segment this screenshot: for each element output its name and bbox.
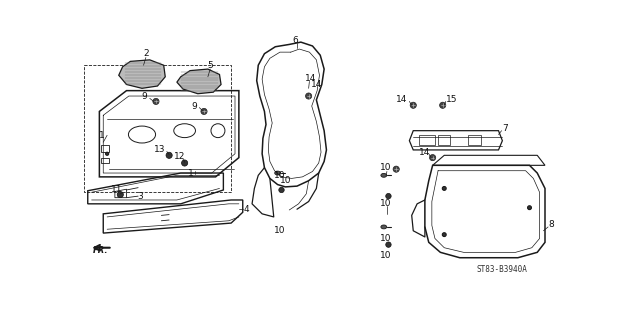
- Text: 4: 4: [244, 205, 250, 214]
- Text: 14: 14: [310, 80, 322, 89]
- Text: 10: 10: [380, 251, 392, 260]
- Ellipse shape: [442, 187, 446, 190]
- Text: FR.: FR.: [92, 246, 108, 255]
- Ellipse shape: [153, 98, 159, 105]
- Text: 10: 10: [380, 163, 392, 172]
- Polygon shape: [177, 69, 221, 94]
- Polygon shape: [119, 60, 165, 88]
- Ellipse shape: [201, 108, 207, 115]
- Ellipse shape: [393, 166, 399, 172]
- Text: 13: 13: [154, 145, 166, 154]
- Text: 8: 8: [548, 220, 554, 229]
- Text: 9: 9: [191, 101, 197, 111]
- Text: 14: 14: [419, 148, 431, 157]
- Ellipse shape: [442, 233, 446, 237]
- Ellipse shape: [410, 102, 417, 108]
- Ellipse shape: [381, 174, 387, 177]
- Ellipse shape: [429, 154, 436, 161]
- Text: 14: 14: [305, 74, 317, 83]
- Ellipse shape: [275, 171, 280, 175]
- Text: 10: 10: [380, 234, 392, 243]
- Ellipse shape: [305, 93, 312, 99]
- Ellipse shape: [182, 160, 188, 166]
- Text: 14: 14: [396, 95, 407, 104]
- Text: 6: 6: [292, 36, 298, 45]
- Text: 15: 15: [446, 95, 458, 104]
- Ellipse shape: [279, 187, 284, 193]
- Text: 9: 9: [141, 92, 147, 100]
- Ellipse shape: [440, 102, 446, 108]
- Text: 10: 10: [274, 171, 285, 180]
- Ellipse shape: [386, 193, 391, 199]
- Text: 3: 3: [138, 192, 143, 201]
- Text: 5: 5: [207, 62, 213, 70]
- Text: 7: 7: [502, 124, 508, 133]
- Text: 10: 10: [274, 226, 285, 235]
- Text: 11: 11: [111, 185, 123, 194]
- Ellipse shape: [527, 206, 531, 210]
- Text: 10: 10: [280, 176, 291, 185]
- Text: 12: 12: [173, 152, 185, 161]
- Ellipse shape: [106, 152, 109, 155]
- Ellipse shape: [118, 193, 122, 197]
- Ellipse shape: [386, 242, 391, 247]
- Text: ST83-B3940A: ST83-B3940A: [477, 265, 528, 274]
- Text: 1: 1: [99, 131, 104, 140]
- Text: 1: 1: [188, 169, 194, 178]
- Text: 10: 10: [380, 199, 392, 208]
- Ellipse shape: [381, 225, 387, 229]
- Ellipse shape: [117, 191, 124, 198]
- Text: 2: 2: [143, 49, 148, 58]
- Ellipse shape: [166, 152, 172, 159]
